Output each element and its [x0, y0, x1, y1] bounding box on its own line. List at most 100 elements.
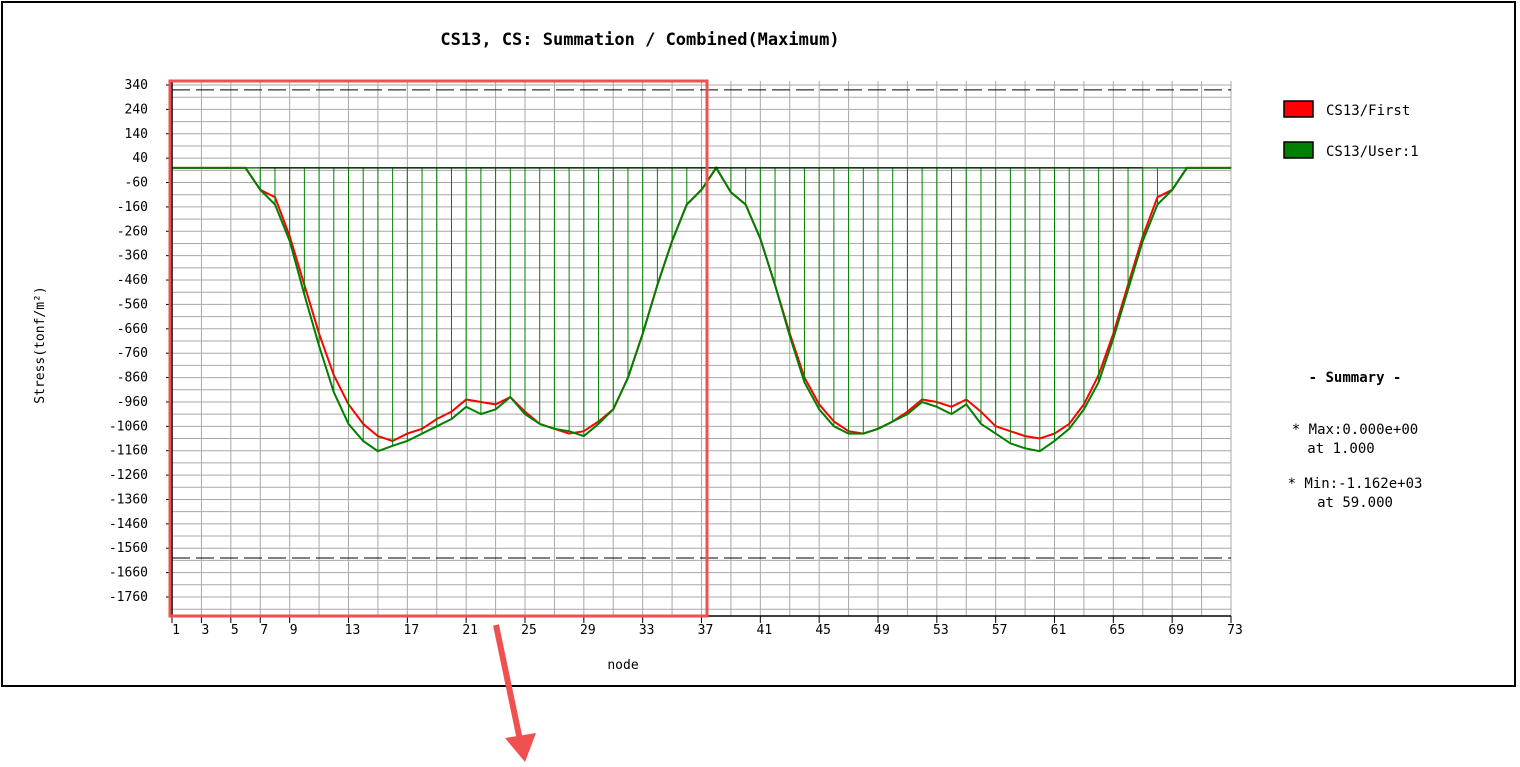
data-point: [789, 335, 791, 337]
data-point: [686, 203, 688, 206]
x-tick-label: 1: [172, 623, 180, 638]
data-point: [1142, 240, 1144, 242]
data-point: [392, 445, 394, 447]
data-point: [362, 440, 364, 442]
data-point: [892, 420, 894, 423]
x-tick-label: 25: [521, 623, 537, 638]
data-point: [421, 433, 423, 435]
summary-max: * Max:0.000e+00: [1292, 422, 1418, 438]
data-point: [1024, 447, 1026, 449]
summary-panel: - Summary - * Max:0.000e+00 at 1.000 * M…: [1288, 370, 1423, 511]
reference-lines: [172, 89, 1231, 559]
x-tick-label: 53: [933, 623, 949, 638]
x-tick-label: 37: [698, 623, 714, 638]
data-point: [377, 450, 379, 452]
y-tick-label: -860: [117, 371, 148, 386]
data-point: [1053, 440, 1056, 442]
x-tick-label: 7: [260, 623, 268, 638]
x-tick-label: 57: [992, 623, 1008, 638]
data-point: [274, 203, 276, 206]
grid: [171, 81, 1232, 616]
y-tick-label: -160: [117, 200, 148, 215]
data-point: [847, 433, 850, 435]
legend-label-user1: CS13/User:1: [1326, 144, 1419, 160]
data-point: [965, 403, 967, 405]
summary-min-at: at 59.000: [1317, 495, 1393, 511]
legend-swatch-user1: [1283, 141, 1314, 159]
summary-max-at: at 1.000: [1307, 441, 1374, 457]
data-point: [1083, 408, 1085, 410]
data-point: [627, 376, 629, 379]
data-point: [568, 433, 570, 435]
data-point: [583, 435, 585, 437]
data-point: [862, 433, 864, 435]
x-tick-label: 29: [580, 623, 596, 638]
y-tick-label: -660: [117, 322, 148, 337]
y-axis-label: Stress(tonf/m²): [33, 286, 48, 403]
data-point: [406, 440, 408, 442]
data-point: [980, 423, 982, 425]
x-tick-label: 45: [815, 623, 831, 638]
legend: CS13/First CS13/User:1: [1283, 100, 1419, 160]
data-point: [877, 428, 879, 430]
y-tick-label: 40: [132, 151, 148, 166]
x-tick-label: 13: [345, 623, 361, 638]
data-point: [450, 418, 453, 420]
data-point: [524, 413, 526, 415]
data-point: [465, 406, 467, 408]
data-point: [950, 413, 953, 415]
y-tick-label: 140: [125, 127, 148, 142]
y-tick-label: 240: [125, 102, 148, 117]
x-tick-label: 17: [404, 623, 420, 638]
data-point: [936, 406, 938, 408]
x-tick-label: 73: [1227, 623, 1243, 638]
data-point: [759, 238, 761, 240]
y-tick-label: -360: [117, 249, 148, 264]
chart-title: CS13, CS: Summation / Combined(Maximum): [440, 30, 839, 50]
data-point: [289, 240, 291, 242]
data-point: [333, 391, 335, 393]
arrow-shaft: [493, 624, 523, 741]
data-point: [921, 401, 923, 403]
y-tick-label: -960: [117, 395, 148, 410]
y-tick-label: -60: [125, 176, 148, 191]
summary-min: * Min:-1.162e+03: [1288, 476, 1423, 492]
y-tick-label: 340: [125, 78, 148, 93]
data-point: [303, 294, 305, 296]
data-point: [612, 408, 614, 410]
data-point: [700, 189, 703, 191]
data-point: [803, 381, 806, 384]
data-point: [436, 425, 438, 427]
data-point: [480, 413, 482, 415]
data-point: [656, 284, 658, 286]
data-point: [1009, 442, 1011, 444]
data-point: [1039, 450, 1041, 452]
x-tick-label: 21: [462, 623, 478, 638]
data-point: [774, 284, 776, 286]
x-tick-label: 69: [1168, 623, 1184, 638]
data-point: [1068, 428, 1070, 430]
data-point: [1127, 289, 1129, 291]
x-tick-label: 33: [639, 623, 655, 638]
legend-swatch-first: [1283, 100, 1314, 118]
y-tick-label: -1660: [109, 566, 148, 581]
data-point: [347, 423, 350, 425]
y-tick-label: -760: [117, 346, 148, 361]
x-tick-label: 41: [757, 623, 773, 638]
y-tick-label: -1560: [109, 541, 148, 556]
series-group: [171, 166, 1232, 453]
data-point: [568, 430, 570, 432]
x-tick-label: 65: [1110, 623, 1126, 638]
data-point: [833, 425, 835, 427]
data-point: [539, 423, 541, 425]
summary-title: - Summary -: [1309, 370, 1402, 386]
data-point: [259, 189, 261, 191]
data-point: [818, 408, 820, 410]
x-tick-label: 5: [231, 623, 239, 638]
annotation-overlay: [168, 79, 709, 762]
data-point: [318, 345, 320, 347]
y-tick-label: -1760: [109, 590, 148, 605]
y-tick-label: -1060: [109, 419, 148, 434]
y-tick-label: -560: [117, 297, 148, 312]
